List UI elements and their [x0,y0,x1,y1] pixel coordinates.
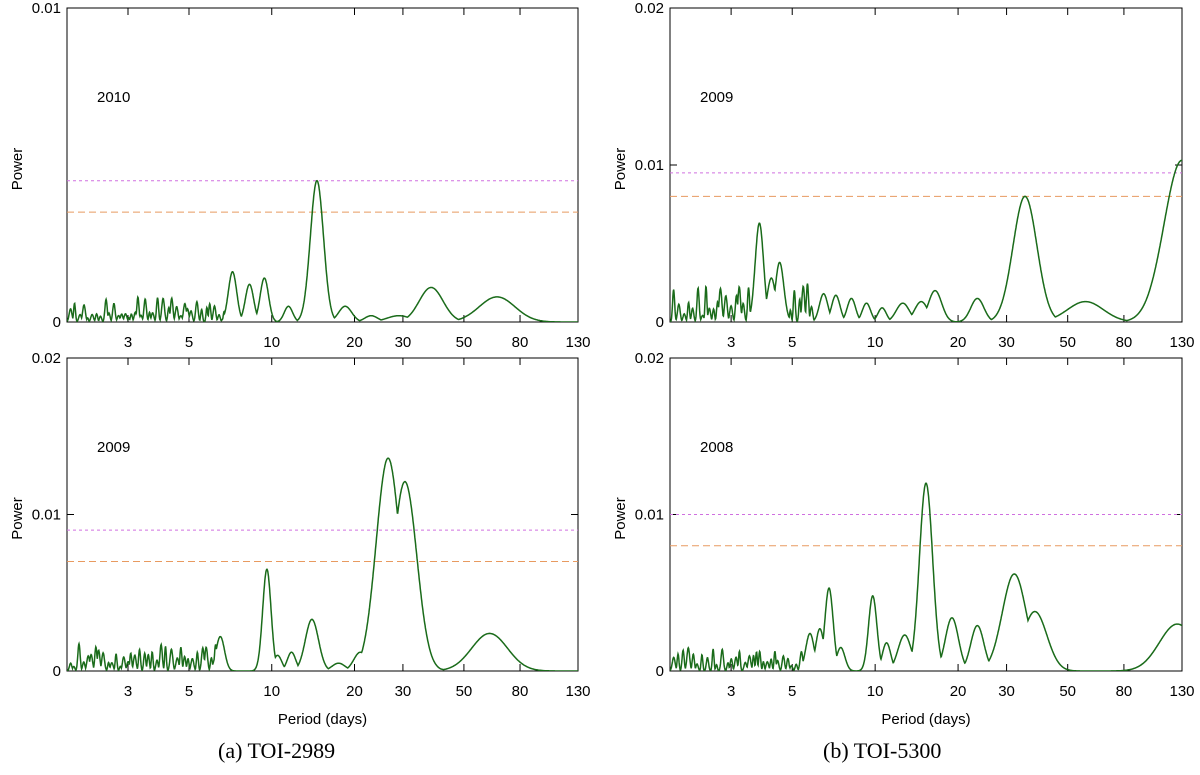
x-tick-label: 20 [346,334,363,351]
x-tick-label: 130 [565,683,590,700]
x-tick-label: 130 [1169,334,1194,351]
y-tick-label: 0 [656,314,664,331]
caption-a: (a) TOI-2989 [218,738,336,763]
plot-frame [66,357,579,672]
year-label: 2010 [97,89,130,106]
x-tick-label: 20 [346,683,363,700]
x-tick-label: 80 [512,334,529,351]
y-tick-label: 0.01 [32,507,61,524]
y-axis-title: Power [9,497,26,540]
year-label: 2009 [700,89,733,106]
x-tick-label: 5 [185,334,193,351]
year-label: 2008 [700,439,733,456]
y-tick-label: 0.02 [635,0,664,17]
x-tick-label: 80 [512,683,529,700]
plot-frame [669,357,1183,672]
x-tick-label: 50 [1059,683,1076,700]
power-series-line [670,159,1182,322]
x-axis-title: Period (days) [278,711,367,728]
x-tick-label: 20 [950,683,967,700]
y-tick-label: 0.02 [32,350,61,367]
panel-2: 3 5 10 20 30 50 80 130 0 0.01 0.02 Power 2009 [612,0,1195,351]
y-tick-label: 0 [53,663,61,680]
plot-frame [66,7,579,323]
year-label: 2009 [97,439,130,456]
caption-b: (b) TOI-5300 [823,738,942,763]
x-tick-label: 30 [395,334,412,351]
panel-1: 3 5 10 20 30 50 80 130 0 0.01 Power 2010 [9,0,591,351]
plot-frame [669,7,1183,323]
panel-4: 3 5 10 20 30 50 80 130 0 0.01 0.02 Power Period (day… [612,350,1195,728]
x-tick-label: 50 [456,683,473,700]
x-tick-label: 30 [998,334,1015,351]
x-tick-label: 10 [263,334,280,351]
y-tick-label: 0.01 [32,0,61,17]
y-tick-label: 0 [53,314,61,331]
x-tick-label: 3 [727,334,735,351]
x-tick-label: 130 [1169,683,1194,700]
x-tick-label: 10 [263,683,280,700]
x-tick-label: 50 [456,334,473,351]
x-tick-label: 30 [395,683,412,700]
x-tick-label: 5 [185,683,193,700]
y-tick-label: 0.01 [635,157,664,174]
y-axis-title: Power [9,148,26,191]
x-tick-label: 3 [727,683,735,700]
x-tick-label: 3 [124,683,132,700]
y-axis-title: Power [612,497,629,540]
x-tick-label: 20 [950,334,967,351]
x-tick-label: 10 [867,334,884,351]
power-series-line [670,482,1182,671]
x-axis-title: Period (days) [881,711,970,728]
y-axis-title: Power [612,148,629,191]
power-series-line [67,179,578,322]
x-tick-label: 10 [867,683,884,700]
x-tick-label: 80 [1116,334,1133,351]
x-tick-label: 50 [1059,334,1076,351]
y-tick-label: 0.01 [635,507,664,524]
x-tick-label: 5 [788,683,796,700]
y-tick-label: 0.02 [635,350,664,367]
x-tick-label: 30 [998,683,1015,700]
power-series-line [67,457,578,671]
x-tick-label: 130 [565,334,590,351]
y-tick-label: 0 [656,663,664,680]
panel-3: 3 5 10 20 30 50 80 130 0 0.01 0.02 Power Period (day… [9,350,591,728]
x-tick-label: 3 [124,334,132,351]
x-tick-label: 80 [1116,683,1133,700]
x-tick-label: 5 [788,334,796,351]
